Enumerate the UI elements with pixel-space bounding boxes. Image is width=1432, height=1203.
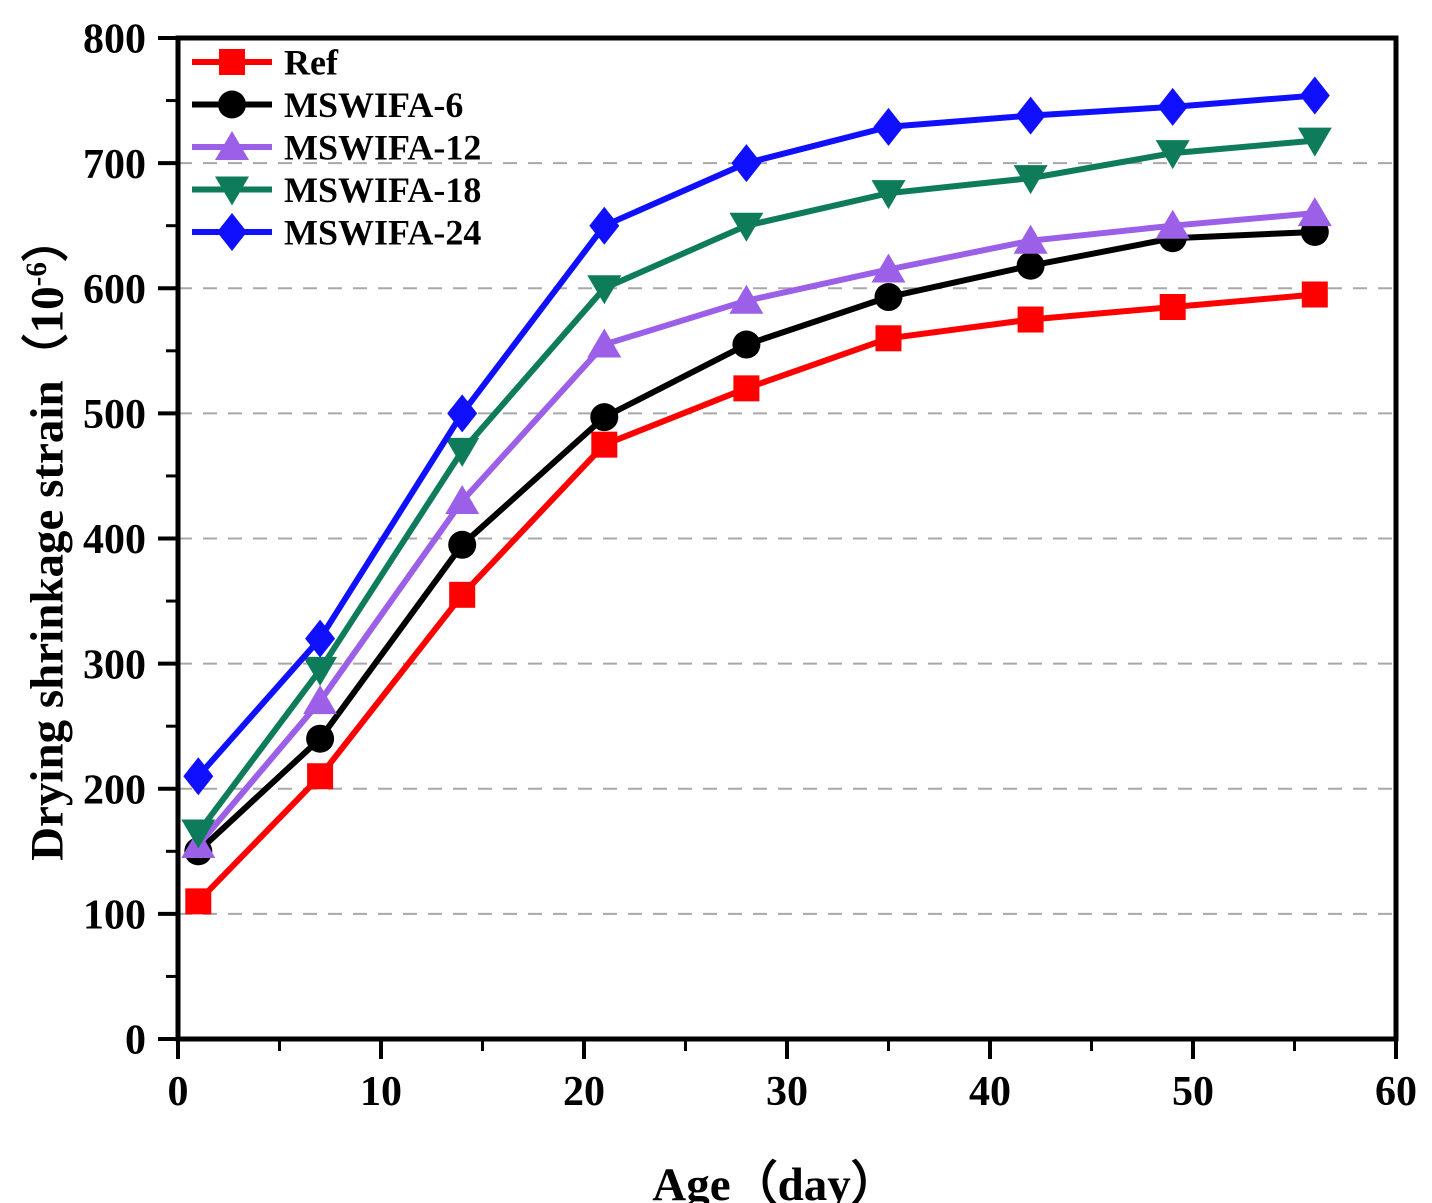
data-point-MSWIFA-18-day1 xyxy=(181,819,216,849)
data-point-MSWIFA-18-day35 xyxy=(871,180,906,210)
y-tick-label-400: 400 xyxy=(83,517,146,563)
x-tick-label-40: 40 xyxy=(969,1069,1011,1115)
x-axis-title: Age（day） xyxy=(652,1159,898,1203)
data-point-MSWIFA-18-day49 xyxy=(1155,140,1190,170)
data-point-Ref-day14 xyxy=(449,581,476,608)
legend-marker-Ref xyxy=(219,49,245,75)
data-point-MSWIFA-6-day35 xyxy=(874,283,903,312)
data-point-Ref-day42 xyxy=(1017,306,1044,333)
data-point-Ref-day7 xyxy=(307,763,334,790)
legend-label-MSWIFA-12: MSWIFA-12 xyxy=(284,128,481,168)
legend-marker-MSWIFA-24 xyxy=(217,213,247,251)
legend-marker-MSWIFA-6 xyxy=(218,90,246,119)
x-tick-label-10: 10 xyxy=(360,1069,402,1115)
data-point-MSWIFA-12-day28 xyxy=(729,284,764,314)
series-line-MSWIFA-6 xyxy=(196,228,1315,854)
data-point-Ref-day28 xyxy=(733,375,760,402)
data-point-MSWIFA-6-day21 xyxy=(590,403,619,432)
y-tick-label-200: 200 xyxy=(83,767,146,813)
data-point-MSWIFA-18-day21 xyxy=(587,275,622,305)
x-tick-label-0: 0 xyxy=(168,1069,189,1115)
x-tick-label-60: 60 xyxy=(1375,1069,1417,1115)
data-point-MSWIFA-24-day7 xyxy=(305,619,336,658)
y-tick-label-500: 500 xyxy=(83,392,146,438)
data-point-MSWIFA-18-day56 xyxy=(1297,127,1332,157)
legend-marker-MSWIFA-18 xyxy=(215,176,249,206)
x-tick-label-30: 30 xyxy=(766,1069,808,1115)
y-axis-title-superscript: -6 xyxy=(20,262,53,287)
legend-label-Ref: Ref xyxy=(284,43,339,83)
data-point-MSWIFA-6-day7 xyxy=(306,724,335,753)
y-axis-title-close: ） xyxy=(21,215,74,263)
data-point-MSWIFA-24-day56 xyxy=(1299,76,1330,115)
y-tick-label-0: 0 xyxy=(125,1018,146,1064)
y-axis-title-text: Drying shrinkage strain（10 xyxy=(21,286,74,861)
data-point-MSWIFA-24-day14 xyxy=(447,394,478,433)
x-tick-label-20: 20 xyxy=(563,1069,605,1115)
data-point-MSWIFA-24-day28 xyxy=(731,144,762,183)
data-point-MSWIFA-24-day21 xyxy=(589,206,620,245)
y-axis-title: Drying shrinkage strain（10-6） xyxy=(8,215,77,861)
x-tick-label-50: 50 xyxy=(1172,1069,1214,1115)
y-tick-label-600: 600 xyxy=(83,267,146,313)
y-tick-label-300: 300 xyxy=(83,642,146,688)
data-point-MSWIFA-12-day21 xyxy=(587,328,622,358)
y-tick-label-100: 100 xyxy=(83,893,146,939)
data-point-MSWIFA-18-day7 xyxy=(303,656,338,686)
data-point-MSWIFA-12-day7 xyxy=(303,685,338,715)
data-point-MSWIFA-24-day49 xyxy=(1157,87,1188,126)
legend-marker-MSWIFA-12 xyxy=(215,131,249,160)
data-point-MSWIFA-6-day42 xyxy=(1016,251,1045,280)
data-point-Ref-day35 xyxy=(875,325,902,352)
y-tick-label-800: 800 xyxy=(83,17,146,63)
data-point-Ref-day49 xyxy=(1159,294,1186,321)
data-point-Ref-day56 xyxy=(1301,281,1328,308)
legend-label-MSWIFA-6: MSWIFA-6 xyxy=(284,85,463,125)
data-point-Ref-day1 xyxy=(185,888,212,915)
data-point-MSWIFA-6-day28 xyxy=(732,330,761,359)
data-point-MSWIFA-18-day42 xyxy=(1013,165,1048,195)
data-point-MSWIFA-24-day1 xyxy=(183,757,214,796)
data-point-Ref-day21 xyxy=(591,431,618,458)
legend-label-MSWIFA-18: MSWIFA-18 xyxy=(284,170,481,210)
legend-label-MSWIFA-24: MSWIFA-24 xyxy=(284,213,481,253)
data-point-MSWIFA-12-day35 xyxy=(871,253,906,283)
data-point-MSWIFA-12-day42 xyxy=(1013,224,1048,254)
data-point-MSWIFA-6-day14 xyxy=(448,530,477,559)
data-point-MSWIFA-18-day28 xyxy=(729,212,764,242)
y-tick-label-700: 700 xyxy=(83,142,146,188)
data-point-MSWIFA-18-day14 xyxy=(445,437,480,467)
data-point-MSWIFA-24-day42 xyxy=(1015,96,1046,135)
data-point-MSWIFA-12-day14 xyxy=(445,484,480,514)
data-point-MSWIFA-12-day49 xyxy=(1155,209,1190,239)
data-point-MSWIFA-24-day35 xyxy=(873,107,904,146)
data-point-MSWIFA-12-day56 xyxy=(1297,197,1332,227)
